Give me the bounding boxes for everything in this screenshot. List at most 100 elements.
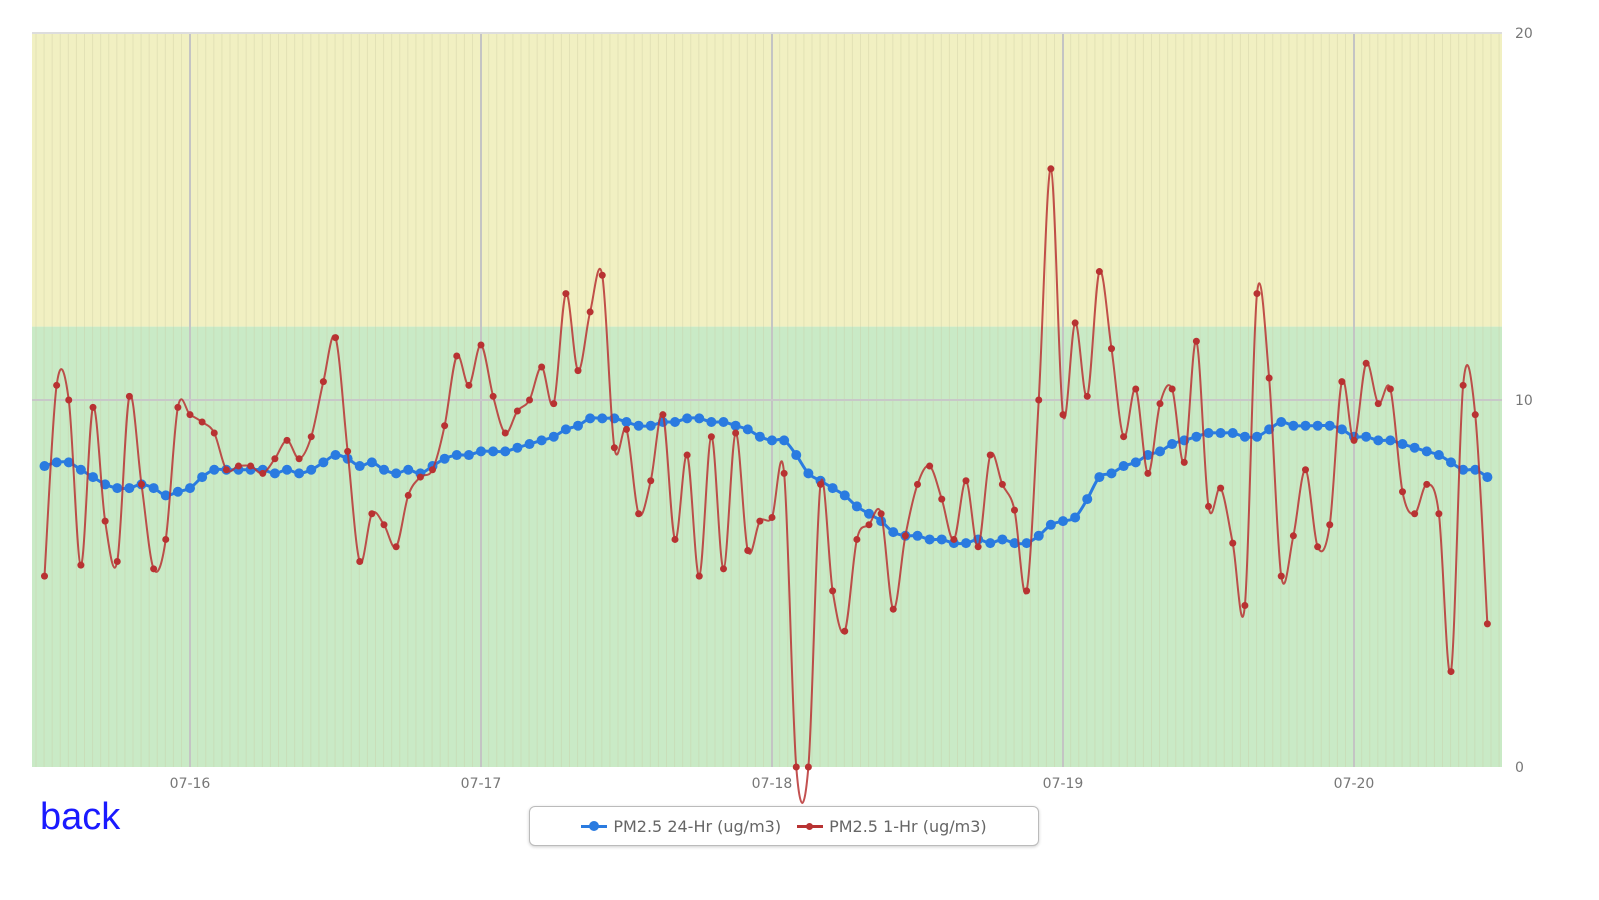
data-point-1 bbox=[1120, 433, 1128, 441]
data-point-1 bbox=[235, 462, 242, 470]
data-point-1 bbox=[817, 480, 824, 488]
data-point-1 bbox=[174, 403, 182, 411]
data-point-0 bbox=[1300, 420, 1311, 431]
data-point-0 bbox=[39, 461, 50, 472]
legend-item-24hr[interactable]: PM2.5 24-Hr (ug/m3) bbox=[581, 817, 781, 836]
data-point-1 bbox=[477, 341, 485, 349]
data-point-1 bbox=[950, 535, 958, 543]
data-point-0 bbox=[1215, 428, 1226, 439]
data-point-1 bbox=[1156, 400, 1164, 408]
data-point-1 bbox=[1253, 290, 1261, 298]
data-point-1 bbox=[635, 510, 643, 518]
data-point-0 bbox=[294, 468, 305, 479]
data-point-0 bbox=[742, 424, 753, 435]
data-point-1 bbox=[1023, 587, 1031, 595]
y-tick-label: 10 bbox=[1515, 393, 1533, 409]
data-point-1 bbox=[720, 565, 727, 573]
data-point-0 bbox=[51, 457, 62, 468]
back-link[interactable]: back bbox=[40, 796, 121, 838]
data-point-0 bbox=[803, 468, 814, 479]
data-point-0 bbox=[997, 534, 1008, 545]
data-point-1 bbox=[1362, 359, 1370, 367]
data-point-1 bbox=[732, 429, 740, 437]
data-point-0 bbox=[767, 435, 777, 446]
data-point-1 bbox=[501, 429, 509, 437]
data-point-0 bbox=[439, 453, 450, 464]
data-point-0 bbox=[1409, 442, 1420, 453]
data-point-0 bbox=[573, 420, 583, 431]
data-point-0 bbox=[124, 483, 135, 494]
data-point-1 bbox=[283, 436, 291, 444]
data-point-0 bbox=[500, 446, 511, 457]
x-tick-label: 07-18 bbox=[752, 776, 793, 792]
data-point-0 bbox=[1118, 461, 1129, 472]
data-point-1 bbox=[562, 290, 570, 298]
y-tick-label: 0 bbox=[1515, 760, 1524, 776]
data-point-1 bbox=[416, 473, 424, 481]
data-point-1 bbox=[901, 532, 909, 540]
data-point-0 bbox=[282, 464, 292, 475]
data-point-1 bbox=[1289, 532, 1297, 540]
data-point-0 bbox=[1385, 435, 1396, 446]
data-point-0 bbox=[560, 424, 571, 435]
data-point-0 bbox=[63, 457, 74, 468]
data-point-1 bbox=[659, 411, 667, 419]
data-point-0 bbox=[185, 483, 195, 494]
data-point-1 bbox=[429, 466, 436, 474]
data-point-1 bbox=[829, 587, 837, 595]
data-point-1 bbox=[210, 429, 218, 437]
data-point-1 bbox=[1011, 506, 1018, 514]
data-point-1 bbox=[1338, 378, 1346, 386]
data-point-0 bbox=[779, 435, 790, 446]
data-point-0 bbox=[1070, 512, 1081, 523]
data-point-0 bbox=[548, 431, 559, 442]
data-point-1 bbox=[1423, 480, 1431, 488]
data-point-0 bbox=[88, 472, 98, 483]
data-point-1 bbox=[356, 557, 364, 565]
data-point-0 bbox=[451, 450, 462, 461]
data-point-1 bbox=[744, 546, 752, 554]
data-point-0 bbox=[148, 483, 159, 494]
data-point-0 bbox=[1361, 431, 1372, 442]
data-point-1 bbox=[1411, 510, 1419, 518]
legend-item-1hr[interactable]: PM2.5 1-Hr (ug/m3) bbox=[797, 817, 987, 836]
data-point-0 bbox=[985, 538, 996, 549]
data-point-0 bbox=[269, 468, 280, 479]
data-point-1 bbox=[1047, 165, 1055, 173]
data-point-1 bbox=[683, 451, 691, 459]
data-point-0 bbox=[597, 413, 608, 424]
data-point-1 bbox=[841, 627, 849, 635]
data-point-1 bbox=[586, 308, 594, 316]
data-point-0 bbox=[936, 534, 947, 545]
data-point-1 bbox=[986, 451, 994, 459]
data-point-1 bbox=[756, 517, 764, 525]
data-point-1 bbox=[332, 334, 339, 342]
data-point-1 bbox=[259, 469, 267, 477]
data-point-0 bbox=[585, 413, 596, 424]
data-point-1 bbox=[1459, 381, 1467, 389]
data-point-0 bbox=[1470, 464, 1481, 475]
data-point-1 bbox=[998, 480, 1006, 488]
band-1 bbox=[32, 33, 1502, 327]
data-point-0 bbox=[754, 431, 765, 442]
data-point-0 bbox=[1227, 428, 1238, 439]
data-point-0 bbox=[197, 472, 208, 483]
data-point-1 bbox=[1205, 502, 1212, 510]
data-point-1 bbox=[392, 543, 400, 551]
data-point-1 bbox=[1374, 400, 1382, 408]
data-point-1 bbox=[1277, 572, 1285, 580]
data-point-1 bbox=[380, 521, 388, 529]
chart-legend: PM2.5 24-Hr (ug/m3) PM2.5 1-Hr (ug/m3) bbox=[529, 806, 1039, 846]
data-point-0 bbox=[1094, 472, 1105, 483]
data-point-1 bbox=[271, 455, 279, 463]
data-point-0 bbox=[730, 420, 741, 431]
data-point-0 bbox=[366, 457, 377, 468]
data-point-1 bbox=[974, 543, 982, 551]
data-point-1 bbox=[453, 352, 461, 360]
data-point-1 bbox=[198, 418, 206, 426]
data-point-0 bbox=[1276, 417, 1287, 428]
data-point-0 bbox=[718, 417, 729, 428]
data-point-1 bbox=[344, 447, 352, 455]
data-point-1 bbox=[610, 444, 618, 452]
data-point-1 bbox=[1132, 385, 1140, 393]
